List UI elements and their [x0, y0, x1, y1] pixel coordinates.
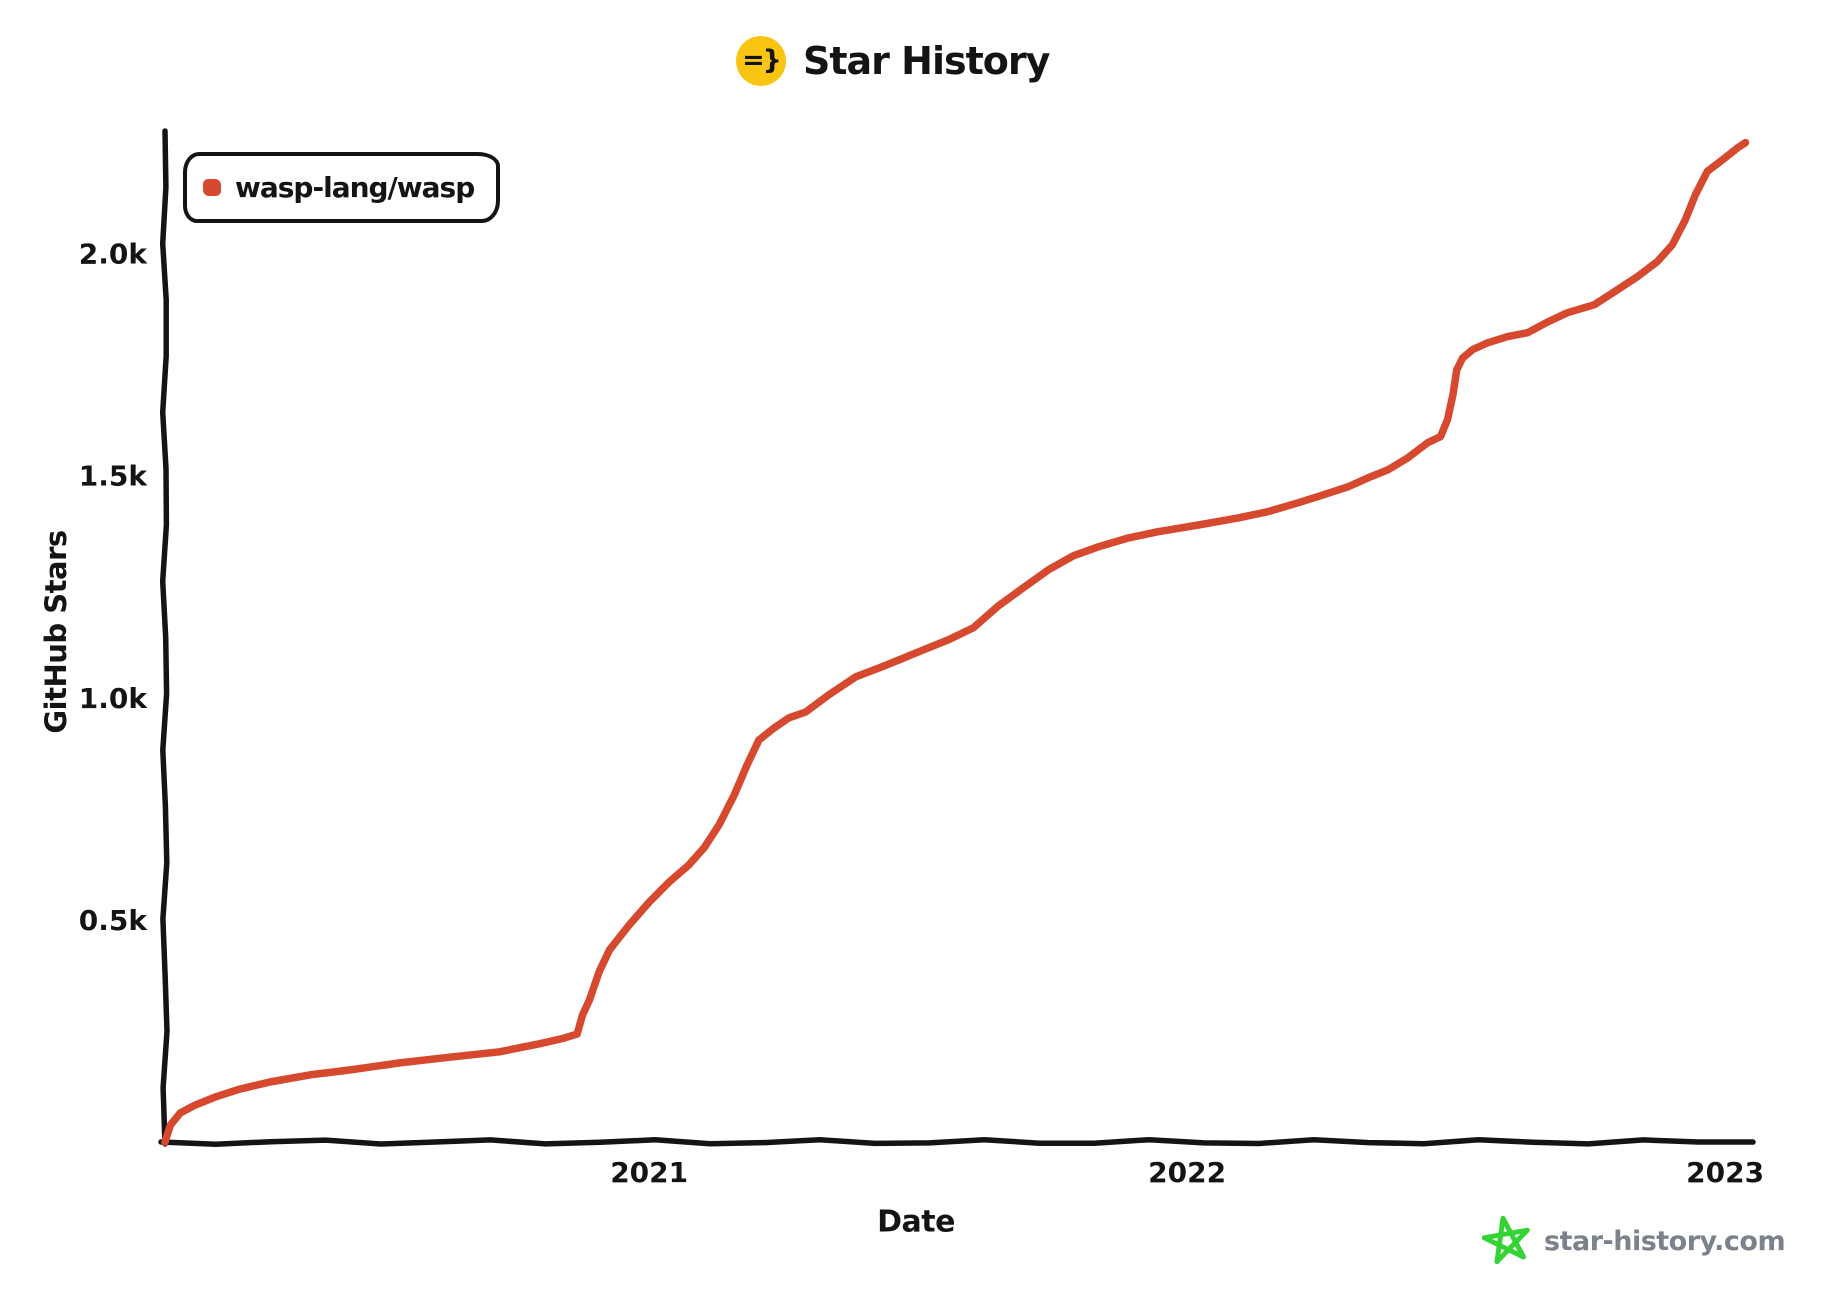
legend-series-label: wasp-lang/wasp: [235, 171, 475, 204]
x-axis-title: Date: [877, 1204, 955, 1240]
star-history-logo-star-icon: [1482, 1215, 1530, 1265]
watermark-site-label: star-history.com: [1544, 1225, 1786, 1257]
y-tick-label-0.5k: 0.5k: [79, 904, 149, 937]
y-axis-line: [159, 128, 170, 1147]
y-tick-label-1.0k: 1.0k: [79, 682, 149, 715]
series-line-wasp-lang-wasp: [161, 138, 1750, 1146]
y-tick-label-1.5k: 1.5k: [79, 460, 149, 493]
x-tick-label-2021: 2021: [610, 1156, 688, 1189]
x-tick-label-2022: 2022: [1148, 1156, 1226, 1189]
x-tick-label-2023: 2023: [1686, 1156, 1764, 1189]
legend-series-marker: [203, 179, 221, 196]
wasp-logo-icon: =}: [736, 36, 786, 86]
y-axis-title: GitHub Stars: [39, 530, 73, 734]
x-axis-line: [158, 1136, 1756, 1147]
legend[interactable]: wasp-lang/wasp: [183, 152, 501, 223]
page-title: Star History: [803, 39, 1050, 83]
star-history-watermark[interactable]: star-history.com: [1482, 1215, 1786, 1267]
y-tick-label-2.0k: 2.0k: [79, 238, 149, 271]
chart-title-row: =} Star History: [736, 36, 1050, 86]
